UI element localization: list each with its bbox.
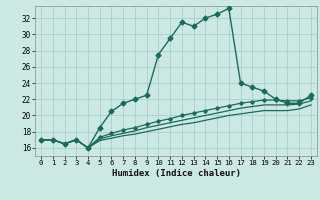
X-axis label: Humidex (Indice chaleur): Humidex (Indice chaleur) bbox=[111, 169, 241, 178]
